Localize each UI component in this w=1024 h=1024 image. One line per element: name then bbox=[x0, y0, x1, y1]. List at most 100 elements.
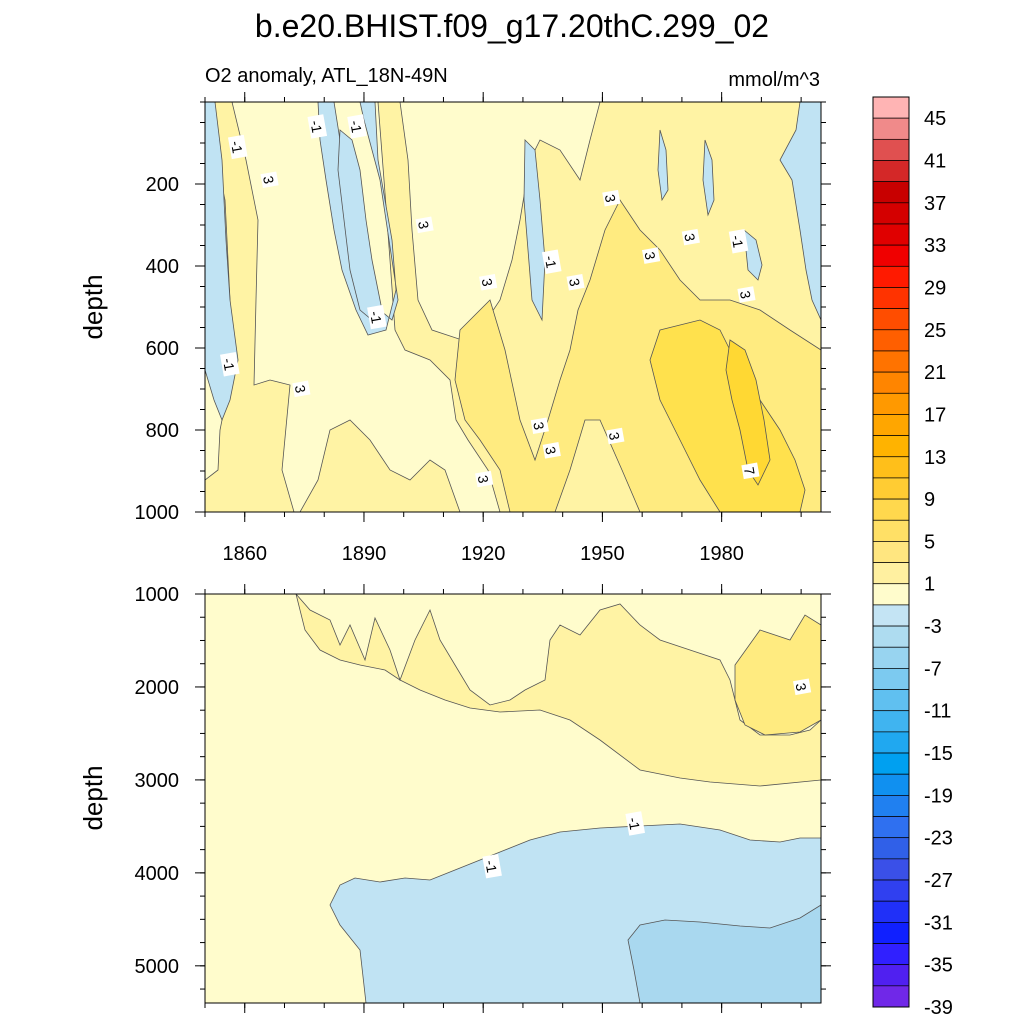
y-tick-label: 600 bbox=[146, 338, 179, 360]
colorbar-swatch bbox=[872, 668, 910, 690]
contour-label: 3 bbox=[292, 380, 311, 398]
colorbar-label: -3 bbox=[924, 616, 942, 638]
colorbar-label: -35 bbox=[924, 955, 953, 977]
contour-label: 3 bbox=[566, 273, 585, 291]
colorbar-swatch bbox=[872, 689, 910, 712]
colorbar-swatch bbox=[872, 308, 910, 331]
colorbar-swatch bbox=[872, 773, 910, 796]
y-tick-label: 1000 bbox=[135, 584, 180, 606]
contour-3-deep bbox=[299, 419, 461, 512]
contour-label-bg bbox=[475, 470, 494, 488]
colorbar-label: 37 bbox=[924, 193, 946, 215]
colorbar-label: -31 bbox=[924, 912, 953, 934]
contour-label-text: 3 bbox=[793, 682, 810, 693]
contour-label-bg bbox=[260, 171, 279, 189]
contour-label-bg bbox=[728, 229, 749, 254]
colorbar-swatch bbox=[872, 710, 910, 733]
y-tick-label: 2000 bbox=[135, 677, 180, 699]
x-tick-label: 1980 bbox=[699, 543, 744, 565]
contour-label-text: 3 bbox=[292, 384, 309, 395]
colorbar-label: -39 bbox=[924, 997, 953, 1019]
contour-label-text: -1 bbox=[625, 816, 643, 831]
contour-label-bg bbox=[227, 134, 248, 160]
lower-panel: 3 -1 -1 1000 2000 3000 4000 5000 depth bbox=[78, 584, 831, 1013]
colorbar-swatch bbox=[872, 837, 910, 860]
upper-axis: 1860 1890 1920 1950 1980 200 400 600 800 1000 bbox=[135, 92, 831, 565]
y-tick-label: 1000 bbox=[135, 502, 180, 524]
chart-title: b.e20.BHIST.f09_g17.20thC.299_02 bbox=[255, 8, 769, 44]
contour-label-text: -1 bbox=[220, 357, 238, 372]
colorbar-label: -15 bbox=[924, 743, 953, 765]
colorbar-swatch bbox=[872, 625, 910, 648]
colorbar-swatch bbox=[872, 646, 910, 669]
contour-label-text: -1 bbox=[228, 140, 246, 155]
colorbar-swatch bbox=[872, 435, 910, 458]
contour-9 bbox=[725, 339, 771, 486]
colorbar-swatch bbox=[872, 816, 910, 839]
colorbar-label: 29 bbox=[924, 277, 946, 299]
colorbar-label: 33 bbox=[924, 235, 946, 257]
contour-label-text: 3 bbox=[642, 251, 659, 262]
contour-label-bg bbox=[625, 811, 645, 836]
colorbar-label: 17 bbox=[924, 404, 946, 426]
colorbar-swatch bbox=[872, 519, 910, 542]
contour-label-bg bbox=[530, 417, 549, 435]
contour-label-text: 3 bbox=[260, 175, 277, 186]
colorbar-swatch bbox=[872, 350, 910, 373]
upper-ylabel: depth bbox=[78, 274, 108, 339]
colorbar-swatch bbox=[872, 202, 910, 225]
colorbar-label: -7 bbox=[924, 658, 942, 680]
colorbar: 45 41 37 33 29 25 21 17 13 9 5 1 -3 -7 -11 -15 -19 -23 -27… bbox=[872, 96, 953, 1019]
colorbar-swatch bbox=[872, 414, 910, 436]
colorbar-swatch bbox=[872, 265, 910, 288]
colorbar-swatch bbox=[872, 604, 910, 627]
contour-label-bg bbox=[741, 462, 760, 480]
units-label: mmol/m^3 bbox=[728, 69, 820, 91]
contour-label-text: 3 bbox=[530, 421, 547, 432]
contour-label-text: -1 bbox=[347, 119, 365, 134]
contour-label-bg bbox=[681, 228, 700, 246]
colorbar-swatch bbox=[872, 456, 910, 479]
contour-label: 3 bbox=[737, 286, 756, 303]
y-tick-label: 5000 bbox=[135, 956, 180, 978]
colorbar-swatch bbox=[872, 244, 910, 267]
colorbar-swatch bbox=[872, 287, 910, 309]
colorbar-swatch bbox=[872, 731, 910, 754]
upper-contour-field bbox=[205, 102, 821, 512]
contour-neg1-e bbox=[779, 102, 821, 321]
contour-label: 3 bbox=[260, 171, 279, 189]
contour-3-lower bbox=[295, 594, 821, 787]
contour-label: -1 bbox=[367, 304, 387, 330]
colorbar-swatch bbox=[872, 985, 910, 1008]
contour-label-text: 3 bbox=[566, 277, 583, 288]
contour-label: -1 bbox=[728, 229, 749, 254]
y-tick-label: 800 bbox=[146, 420, 179, 442]
contour-label: 3 bbox=[602, 189, 621, 207]
colorbar-swatch bbox=[872, 879, 910, 902]
contour-label-bg bbox=[482, 853, 502, 879]
colorbar-swatch bbox=[872, 117, 910, 140]
colorbar-swatch bbox=[872, 498, 910, 521]
colorbar-label: 45 bbox=[924, 108, 946, 130]
contour-label-bg bbox=[737, 286, 756, 303]
colorbar-swatch bbox=[872, 900, 910, 923]
contour-label-text: 3 bbox=[737, 289, 754, 300]
x-tick-label: 1920 bbox=[461, 543, 506, 565]
colorbar-swatch bbox=[872, 943, 910, 966]
contour-label-text: 3 bbox=[415, 220, 432, 231]
contour-label: 3 bbox=[475, 470, 494, 488]
contour-label-text: 3 bbox=[602, 193, 619, 204]
y-tick-label: 400 bbox=[146, 256, 179, 278]
contour-label: -1 bbox=[307, 114, 328, 139]
contour-neg1-f bbox=[743, 229, 763, 281]
lower-ylabel: depth bbox=[78, 765, 108, 830]
contour-label-bg bbox=[793, 678, 812, 696]
colorbar-swatch bbox=[872, 858, 910, 881]
contour-label-bg bbox=[479, 273, 498, 291]
lower-axis: 1000 2000 3000 4000 5000 bbox=[135, 584, 831, 1013]
colorbar-swatch bbox=[872, 371, 910, 394]
contour-label-text: 7 bbox=[741, 466, 758, 477]
contour-label-text: 3 bbox=[479, 277, 496, 288]
contour-label: 3 bbox=[793, 678, 812, 696]
colorbar-label: -27 bbox=[924, 870, 953, 892]
